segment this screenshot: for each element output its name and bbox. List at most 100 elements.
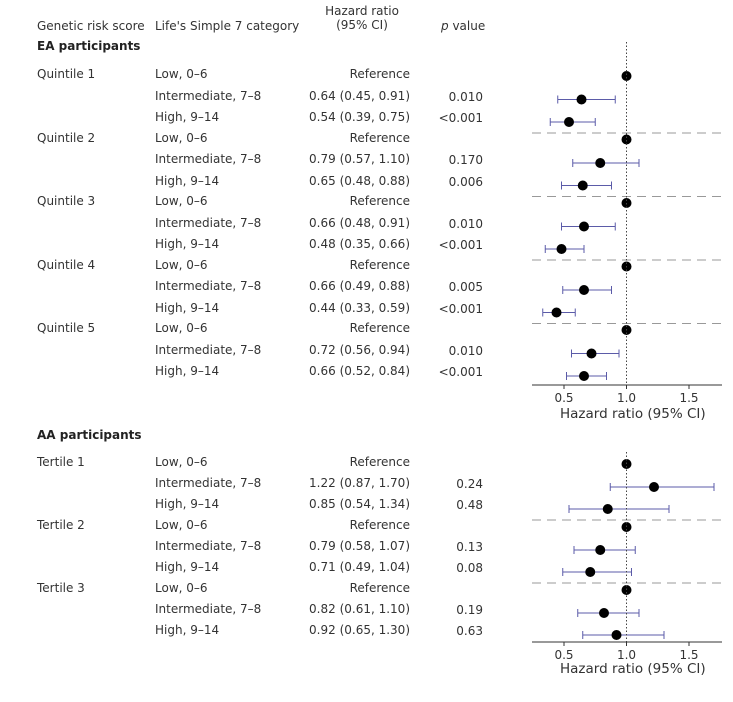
category-label: High, 9–14	[155, 623, 220, 637]
hazard-ratio-point	[579, 371, 589, 381]
hazard-ratio-ci: 0.92 (0.65, 1.30)	[309, 623, 410, 637]
section-title-aa: AA participants	[37, 428, 142, 442]
category-label: Intermediate, 7–8	[155, 215, 262, 230]
p-value: 0.19	[456, 603, 483, 617]
hazard-ratio-ci: 0.65 (0.48, 0.88)	[309, 173, 410, 188]
hazard-ratio-point	[595, 158, 606, 168]
group-label: Tertile 1	[37, 455, 85, 469]
hazard-ratio-ci: Reference	[349, 581, 410, 595]
category-label: Low, 0–6	[155, 257, 208, 272]
category-label: High, 9–14	[155, 497, 220, 511]
category-label: Intermediate, 7–8	[155, 476, 262, 490]
header-p-italic: p	[441, 19, 449, 33]
category-label: High, 9–14	[155, 300, 220, 315]
hazard-ratio-point	[585, 567, 596, 577]
hazard-ratio-ci: 0.85 (0.54, 1.34)	[309, 497, 410, 511]
header-p-rest: value	[448, 19, 486, 33]
category-label: Low, 0–6	[155, 321, 208, 335]
p-value: 0.48	[456, 498, 483, 512]
group-label: Quintile 5	[37, 321, 96, 335]
hazard-ratio-ci: 1.22 (0.87, 1.70)	[309, 476, 410, 490]
hazard-ratio-ci: Reference	[349, 518, 410, 532]
p-value: <0.001	[438, 365, 483, 379]
hazard-ratio-point	[579, 221, 589, 232]
section-title-ea: EA participants	[37, 39, 141, 53]
hazard-ratio-point	[551, 307, 562, 318]
p-value: 0.010	[448, 216, 483, 231]
hazard-ratio-ci: 0.72 (0.56, 0.94)	[309, 342, 410, 357]
hazard-ratio-point	[649, 482, 659, 492]
category-label: Low, 0–6	[155, 194, 208, 208]
p-value: 0.005	[448, 280, 483, 294]
group-label: Tertile 3	[37, 581, 85, 595]
header-hazard-ratio: Hazard ratio (95% CI)	[300, 4, 424, 32]
hazard-ratio-ci: 0.79 (0.57, 1.10)	[309, 152, 410, 166]
hazard-ratio-point	[577, 180, 588, 191]
group-label: Quintile 4	[37, 257, 96, 272]
category-label: Intermediate, 7–8	[155, 152, 262, 166]
p-value: 0.006	[448, 174, 483, 189]
category-label: High, 9–14	[155, 237, 220, 251]
p-value: <0.001	[438, 301, 483, 316]
category-label: Intermediate, 7–8	[155, 342, 262, 357]
hazard-ratio-ci: Reference	[349, 130, 410, 145]
hazard-ratio-ci: 0.66 (0.52, 0.84)	[309, 364, 410, 378]
category-label: Low, 0–6	[155, 67, 208, 81]
hazard-ratio-point	[621, 71, 632, 81]
hazard-ratio-ci: Reference	[349, 321, 410, 335]
hazard-ratio-point	[595, 545, 606, 555]
header-lifes-simple-7: Life's Simple 7 category	[155, 19, 300, 33]
category-label: Intermediate, 7–8	[155, 602, 262, 616]
category-label: Low, 0–6	[155, 455, 208, 469]
x-axis-tick-label: 1.5	[679, 391, 698, 405]
group-label: Quintile 3	[37, 194, 96, 208]
hazard-ratio-point	[602, 504, 613, 514]
category-label: Low, 0–6	[155, 581, 208, 595]
hazard-ratio-point	[586, 348, 597, 359]
axis-title-ea: Hazard ratio (95% CI)	[560, 406, 706, 422]
hazard-ratio-ci: 0.82 (0.61, 1.10)	[309, 602, 410, 616]
group-label: Quintile 1	[37, 67, 96, 81]
p-value: <0.001	[438, 111, 483, 125]
header-genetic-risk-score: Genetic risk score	[37, 19, 145, 33]
hazard-ratio-ci: Reference	[349, 194, 410, 208]
hazard-ratio-point	[576, 94, 587, 105]
hazard-ratio-ci: 0.66 (0.48, 0.91)	[309, 215, 410, 230]
header-hr-line1: Hazard ratio	[325, 4, 399, 18]
hazard-ratio-point	[556, 244, 567, 254]
group-label: Quintile 2	[37, 130, 96, 145]
p-value: 0.63	[456, 624, 483, 638]
category-label: Intermediate, 7–8	[155, 279, 262, 293]
hazard-ratio-ci: 0.66 (0.49, 0.88)	[309, 279, 410, 293]
hazard-ratio-ci: Reference	[349, 67, 410, 81]
p-value: 0.170	[448, 153, 483, 167]
x-axis-tick-label: 1.0	[617, 648, 636, 662]
hazard-ratio-point	[579, 285, 589, 295]
p-value: 0.08	[456, 561, 483, 575]
p-value: 0.010	[448, 343, 483, 358]
hazard-ratio-point	[611, 630, 622, 640]
x-axis-tick-label: 0.5	[554, 391, 573, 405]
group-label: Tertile 2	[37, 518, 85, 532]
hazard-ratio-ci: 0.44 (0.33, 0.59)	[309, 300, 410, 315]
hazard-ratio-ci: Reference	[349, 455, 410, 469]
hazard-ratio-ci: 0.48 (0.35, 0.66)	[309, 237, 410, 251]
axis-title-aa: Hazard ratio (95% CI)	[560, 661, 706, 677]
category-label: Low, 0–6	[155, 130, 208, 145]
hazard-ratio-ci: 0.79 (0.58, 1.07)	[309, 539, 410, 553]
header-hr-line2: (95% CI)	[336, 18, 388, 32]
hazard-ratio-ci: Reference	[349, 257, 410, 272]
forest-plot-figure	[34, 0, 733, 684]
header-p-value: p value	[441, 19, 485, 33]
hazard-ratio-ci: 0.64 (0.45, 0.91)	[309, 88, 410, 103]
x-axis-tick-label: 1.0	[617, 391, 636, 405]
category-label: Low, 0–6	[155, 518, 208, 532]
hazard-ratio-ci: 0.54 (0.39, 0.75)	[309, 110, 410, 124]
category-label: High, 9–14	[155, 173, 220, 188]
category-label: High, 9–14	[155, 364, 220, 378]
hazard-ratio-point	[564, 117, 574, 127]
hazard-ratio-point	[621, 134, 632, 145]
x-axis-tick-label: 1.5	[679, 648, 698, 662]
p-value: 0.010	[448, 89, 483, 104]
